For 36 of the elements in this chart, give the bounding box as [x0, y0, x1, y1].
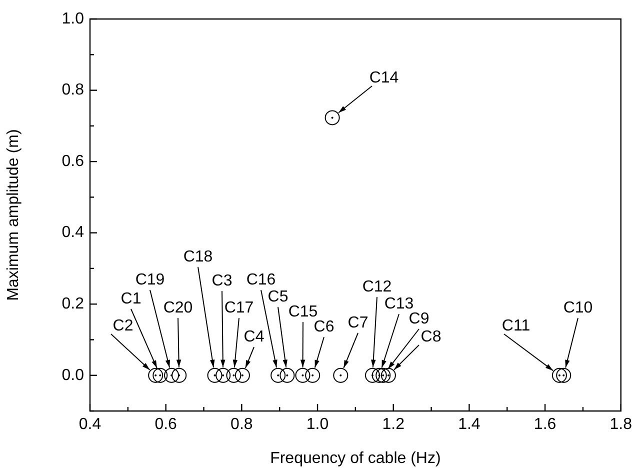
annotation: C7 [348, 314, 368, 332]
annotation: C14 [369, 69, 399, 86]
annotation: C11 [502, 317, 530, 334]
annotation: C10 [563, 299, 593, 316]
y-tick-label: 1.0 [62, 10, 84, 28]
x-tick-label: 0.6 [154, 416, 178, 434]
y-tick-label: 0.2 [62, 295, 84, 312]
annotation: C19 [135, 271, 165, 288]
annotation: C4 [244, 328, 264, 346]
x-tick-label: 0.8 [230, 416, 253, 434]
x-tick-label: 1.8 [610, 416, 632, 434]
x-tick-label: 1.2 [382, 416, 405, 434]
annotation: C15 [288, 303, 318, 320]
annotation: C18 [183, 248, 213, 266]
annotation: C1 [120, 290, 142, 308]
annotation: C13 [384, 295, 414, 312]
annotation: C12 [362, 278, 392, 296]
x-tick-label: 1.0 [306, 416, 329, 434]
y-tick-label: 0.8 [62, 82, 84, 99]
annotation: C20 [163, 299, 193, 316]
x-tick-label: 1.4 [458, 416, 480, 434]
x-axis-title: Frequency of cable (Hz) [270, 450, 441, 467]
y-tick-label: 0.4 [62, 224, 84, 242]
annotation: C2 [112, 317, 134, 334]
y-tick-label: 0.6 [62, 152, 84, 170]
annotation: C6 [314, 318, 334, 336]
annotation: C8 [420, 328, 442, 346]
annotation: C9 [408, 310, 430, 328]
x-tick-label: 1.6 [534, 416, 556, 434]
x-tick-label: 0.4 [78, 416, 102, 434]
annotation: C5 [268, 288, 288, 306]
y-tick-label: 0.0 [62, 366, 84, 384]
annotation: C16 [246, 271, 276, 288]
annotation: C17 [224, 299, 254, 316]
y-axis-title: Maximum amplitude (m) [5, 129, 22, 301]
annotation: C3 [212, 272, 232, 290]
